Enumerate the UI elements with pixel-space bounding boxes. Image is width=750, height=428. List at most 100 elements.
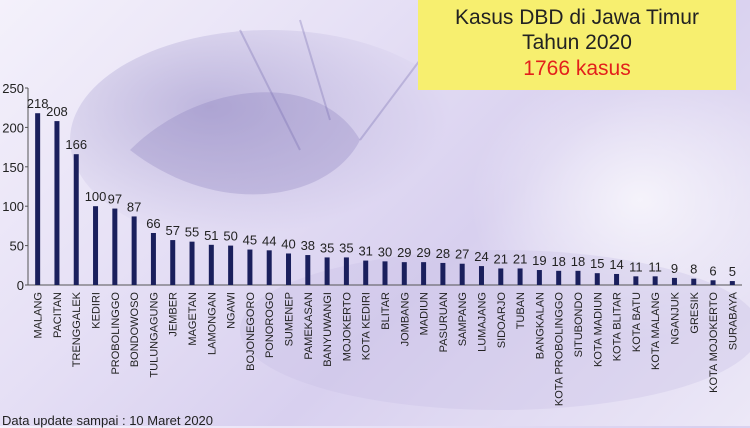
bar-pamekasan — [305, 255, 311, 285]
category-label: BLITAR — [380, 292, 392, 330]
data-label: 57 — [165, 223, 179, 238]
bar-surabaya — [729, 281, 735, 285]
category-label: PROBOLINGGO — [110, 292, 122, 375]
category-label: KOTA PROBOLINGGO — [554, 292, 566, 407]
bar-magetan — [189, 241, 195, 285]
bar-nganjuk — [671, 277, 677, 285]
data-label: 11 — [648, 259, 662, 274]
category-label: MADIUN — [419, 292, 431, 335]
bar-kota-kediri — [363, 260, 369, 285]
bar-pacitan — [54, 121, 60, 285]
category-label: BANYUWANGI — [322, 292, 334, 367]
category-label: NGANJUK — [669, 291, 681, 344]
data-update-note: Data update sampai : 10 Maret 2020 — [2, 413, 214, 428]
bar-malang — [35, 113, 41, 285]
bar-sumenep — [286, 253, 292, 285]
bar-kota-probolinggo — [556, 270, 562, 285]
data-label: 35 — [320, 240, 334, 255]
bar-kota-batu — [633, 276, 639, 285]
category-label: SITUBONDO — [573, 292, 585, 358]
data-label: 66 — [146, 216, 160, 231]
category-label: SAMPANG — [457, 292, 469, 346]
category-label: BANGKALAN — [534, 292, 546, 359]
bar-lumajang — [478, 266, 484, 285]
category-label: LUMAJANG — [476, 292, 488, 352]
category-label: PACITAN — [52, 292, 64, 338]
category-label: KOTA MOJOKERTO — [708, 292, 720, 393]
bar-banyuwangi — [324, 257, 330, 285]
data-label: 100 — [85, 189, 107, 204]
bar-ponorogo — [266, 250, 272, 285]
bar-jember — [170, 240, 176, 285]
bar-blitar — [382, 261, 388, 285]
category-label: JEMBER — [168, 292, 180, 337]
data-label: 27 — [455, 247, 469, 262]
data-label: 208 — [46, 104, 68, 119]
y-tick-label: 100 — [2, 199, 24, 214]
total-cases: 1766 kasus — [523, 57, 631, 80]
data-label: 6 — [709, 263, 716, 278]
data-label: 8 — [690, 262, 697, 277]
category-label: KOTA BATU — [631, 292, 643, 352]
y-tick-label: 250 — [2, 81, 24, 96]
category-label: LAMONGAN — [206, 292, 218, 355]
bar-madiun — [421, 262, 427, 285]
data-label: 9 — [671, 261, 678, 276]
data-label: 24 — [474, 249, 488, 264]
data-label: 97 — [108, 192, 122, 207]
category-label: MALANG — [33, 292, 45, 338]
category-label: SIDOARJO — [496, 292, 508, 349]
category-label: KOTA MALANG — [650, 292, 662, 370]
data-label: 218 — [27, 96, 49, 111]
data-label: 51 — [204, 228, 218, 243]
y-tick-label: 0 — [17, 278, 24, 293]
y-tick-label: 50 — [10, 239, 24, 254]
data-label: 21 — [494, 251, 508, 266]
data-label: 19 — [532, 253, 546, 268]
category-label: TULUNGAGUNG — [148, 292, 160, 378]
bar-bangkalan — [536, 270, 542, 285]
bar-jombang — [401, 262, 407, 285]
data-label: 18 — [571, 254, 585, 269]
bar-situbondo — [575, 270, 581, 285]
data-label: 11 — [629, 259, 643, 274]
data-label: 35 — [339, 240, 353, 255]
category-label: JOMBANG — [399, 292, 411, 346]
data-label: 45 — [243, 233, 257, 248]
bar-kota-malang — [652, 276, 658, 285]
bar-mojokerto — [343, 257, 349, 285]
title-box: Kasus DBD di Jawa Timur Tahun 2020 1766 … — [418, 0, 736, 90]
bar-sidoarjo — [498, 268, 504, 285]
data-label: 55 — [185, 225, 199, 240]
category-label: KEDIRI — [91, 292, 103, 329]
data-label: 29 — [416, 245, 430, 260]
y-tick-label: 200 — [2, 120, 24, 135]
category-label: TRENGGALEK — [71, 291, 83, 367]
bar-probolinggo — [112, 208, 118, 285]
data-label: 28 — [436, 246, 450, 261]
bar-gresik — [691, 278, 697, 285]
data-label: 38 — [301, 238, 315, 253]
category-label: KOTA BLITAR — [612, 292, 624, 361]
category-label: BOJONEGORO — [245, 292, 257, 371]
data-label: 31 — [358, 244, 372, 259]
category-label: SURABAYA — [727, 291, 739, 350]
category-label: SUMENEP — [284, 292, 296, 346]
y-tick-label: 150 — [2, 160, 24, 175]
bar-trenggalek — [73, 154, 79, 285]
data-label: 87 — [127, 199, 141, 214]
bar-lamongan — [208, 244, 214, 285]
data-label: 14 — [609, 257, 623, 272]
chart-title: Kasus DBD di Jawa Timur — [455, 6, 699, 29]
data-label: 44 — [262, 233, 276, 248]
category-label: NGAWI — [226, 292, 238, 329]
bar-bojonegoro — [247, 249, 253, 285]
data-label: 50 — [223, 229, 237, 244]
data-label: 30 — [378, 244, 392, 259]
bar-sampang — [459, 263, 465, 285]
category-label: GRESIK — [689, 291, 701, 333]
data-label: 5 — [729, 264, 736, 279]
bar-kota-blitar — [614, 273, 620, 285]
data-label: 21 — [513, 251, 527, 266]
bar-kota-madiun — [594, 273, 600, 285]
